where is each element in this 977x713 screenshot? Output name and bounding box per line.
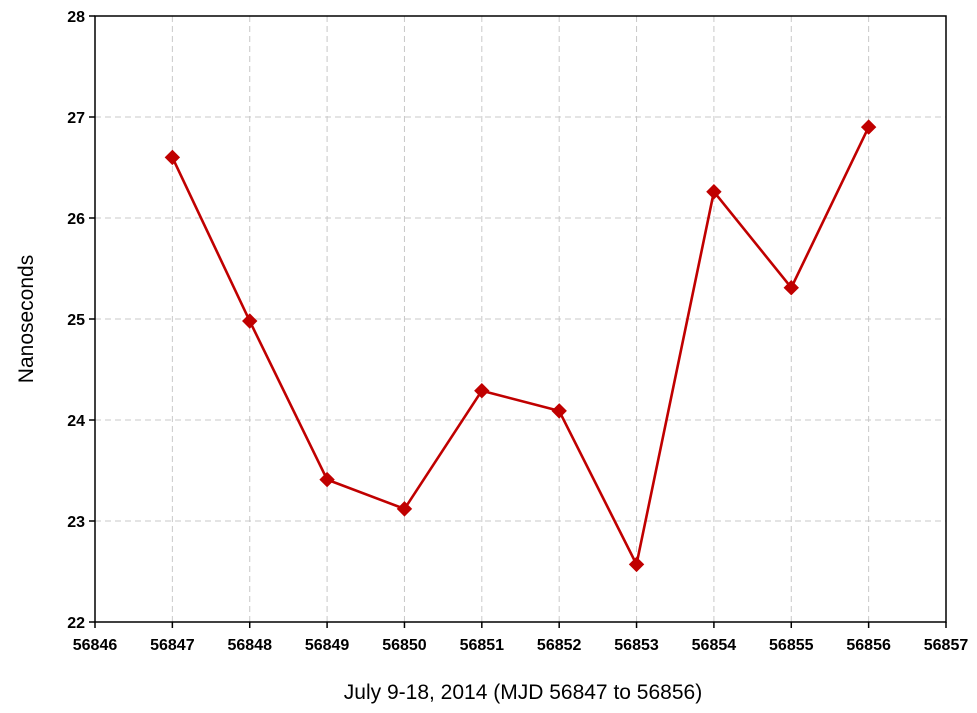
x-tick-label: 56851 — [460, 637, 505, 654]
x-tick-label: 56847 — [150, 637, 195, 654]
x-axis-title: July 9-18, 2014 (MJD 56847 to 56856) — [344, 681, 702, 704]
x-tick-label: 56850 — [382, 637, 427, 654]
x-axis-tick-labels: 56846 56847 56848 56849 56850 56851 56852 56853… — [73, 637, 969, 654]
x-tick-label: 56855 — [769, 637, 814, 654]
y-tick-label: 27 — [67, 110, 85, 127]
x-tick-label: 56848 — [227, 637, 272, 654]
series-0 — [164, 119, 877, 573]
data-point-marker — [474, 383, 490, 399]
x-tick-label: 56856 — [846, 637, 891, 654]
data-point-marker — [396, 501, 413, 517]
grid — [95, 16, 946, 622]
y-tick-label: 28 — [67, 9, 85, 26]
data-point-marker — [706, 184, 722, 200]
y-tick-label: 22 — [67, 615, 85, 632]
series-layer — [164, 119, 877, 573]
x-tick-label: 56857 — [924, 637, 969, 654]
data-point-marker — [551, 403, 567, 419]
x-tick-label: 56846 — [73, 637, 118, 654]
x-tick-label: 56853 — [614, 637, 659, 654]
data-point-marker — [628, 556, 645, 573]
y-tick-label: 24 — [67, 413, 85, 430]
y-axis-title: Nanoseconds — [15, 255, 38, 383]
data-point-marker — [164, 149, 181, 166]
y-tick-label: 26 — [67, 211, 85, 228]
data-point-marker — [242, 313, 258, 329]
y-axis-tick-labels: 22 23 24 25 26 27 28 — [67, 9, 85, 632]
y-tick-label: 23 — [67, 514, 85, 531]
y-tick-label: 25 — [67, 312, 85, 329]
x-tick-label: 56849 — [305, 637, 350, 654]
data-point-marker — [319, 471, 335, 488]
data-point-marker — [860, 119, 877, 135]
data-point-marker — [783, 279, 799, 296]
x-tick-label: 56852 — [537, 637, 582, 654]
x-tick-label: 56854 — [692, 637, 737, 654]
series-line — [171, 126, 870, 566]
axis-ticks — [89, 15, 947, 628]
